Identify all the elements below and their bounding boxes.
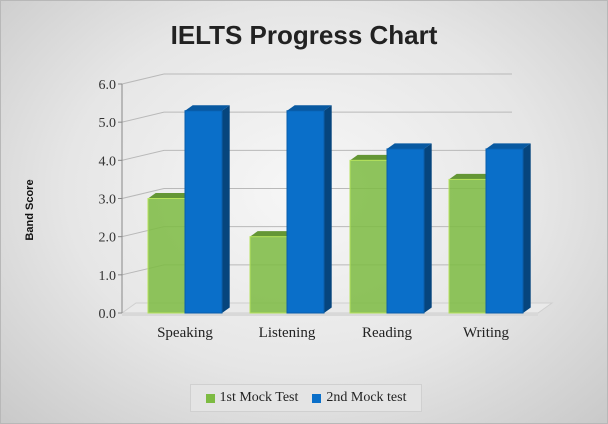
bar-top-1st-mock-test-writing [449, 173, 494, 180]
x-tick-label-reading: Reading [362, 325, 412, 341]
x-tick-label-listening: Listening [259, 325, 316, 341]
x-tick-label-writing: Writing [463, 325, 510, 341]
bar-side-2nd-mock-test-reading [424, 143, 432, 313]
legend: 1st Mock Test 2nd Mock test [190, 384, 422, 412]
bar-top-2nd-mock-test-speaking [185, 105, 230, 111]
bar-2nd-mock-test-listening [286, 110, 325, 314]
gridline [121, 111, 512, 123]
y-tick-label: 1.0 [99, 269, 117, 284]
y-tick-label: 5.0 [99, 116, 117, 131]
bar-top-1st-mock-test-reading [350, 154, 395, 161]
bar-2nd-mock-test-speaking [184, 110, 223, 314]
y-tick-label: 0.0 [99, 307, 117, 322]
bar-top-2nd-mock-test-reading [387, 143, 432, 149]
legend-label-series-2: 2nd Mock test [326, 390, 407, 405]
bar-side-2nd-mock-test-listening [324, 105, 332, 313]
y-tick-label: 4.0 [99, 154, 117, 169]
gridline [121, 73, 512, 85]
y-tick-label: 3.0 [99, 193, 117, 208]
bar-2nd-mock-test-writing [485, 148, 524, 314]
legend-swatch-series-1 [205, 393, 215, 403]
chart-floor-edge [122, 313, 538, 316]
legend-item-series-1: 1st Mock Test [205, 390, 299, 406]
x-tick-label-speaking: Speaking [157, 325, 213, 341]
bar-top-1st-mock-test-speaking [148, 193, 193, 199]
legend-swatch-series-2 [312, 393, 322, 403]
bar-side-2nd-mock-test-writing [523, 143, 531, 313]
legend-item-series-2: 2nd Mock test [312, 390, 406, 406]
bar-side-2nd-mock-test-speaking [222, 105, 230, 313]
y-tick-label: 2.0 [99, 231, 117, 246]
legend-label-series-1: 1st Mock Test [219, 390, 299, 405]
y-tick-label: 6.0 [99, 78, 117, 93]
bar-top-1st-mock-test-listening [250, 231, 295, 237]
bar-top-2nd-mock-test-listening [287, 105, 332, 111]
chart-title: IELTS Progress Chart [170, 20, 438, 50]
bar-1st-mock-test-speaking [147, 198, 186, 314]
bar-top-2nd-mock-test-writing [486, 143, 531, 149]
bar-1st-mock-test-reading [349, 159, 388, 314]
bar-1st-mock-test-writing [448, 178, 487, 314]
bar-2nd-mock-test-reading [386, 148, 425, 314]
bar-1st-mock-test-listening [249, 236, 288, 314]
